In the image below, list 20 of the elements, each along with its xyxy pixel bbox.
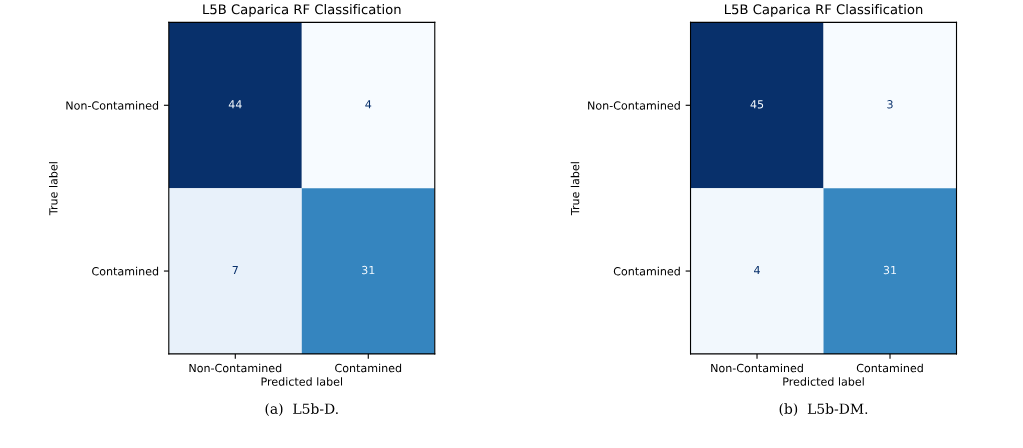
x-tick-label: Non-Contamined <box>189 363 282 373</box>
chart-title: L5B Caparica RF Classification <box>724 4 923 17</box>
chart-title: L5B Caparica RF Classification <box>203 4 401 17</box>
data-label: 31 <box>883 265 897 275</box>
x-tick-label: Contamined <box>335 363 402 373</box>
y-axis-title: True label <box>49 162 58 216</box>
data-label: 45 <box>750 100 764 109</box>
data-label: 4 <box>365 100 372 109</box>
x-axis-title: Predicted label <box>783 377 864 386</box>
x-tick-label: Non-Contamined <box>711 363 803 373</box>
x-tick-label: Contamined <box>856 363 923 373</box>
y-axis-title: True label <box>570 162 580 216</box>
data-label: 3 <box>887 100 893 109</box>
x-axis-title: Predicted label <box>261 377 343 386</box>
data-label: 7 <box>232 266 238 275</box>
data-label: 4 <box>754 266 760 275</box>
data-label: 31 <box>362 265 375 275</box>
text: (b) L5b-DM. <box>779 403 868 416</box>
text: (a) L5b-D. <box>265 403 338 416</box>
data-label: 44 <box>228 100 242 109</box>
